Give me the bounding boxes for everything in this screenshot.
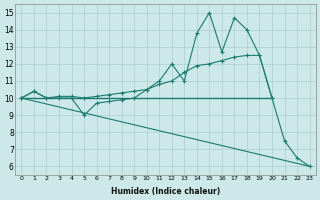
X-axis label: Humidex (Indice chaleur): Humidex (Indice chaleur)	[111, 187, 220, 196]
